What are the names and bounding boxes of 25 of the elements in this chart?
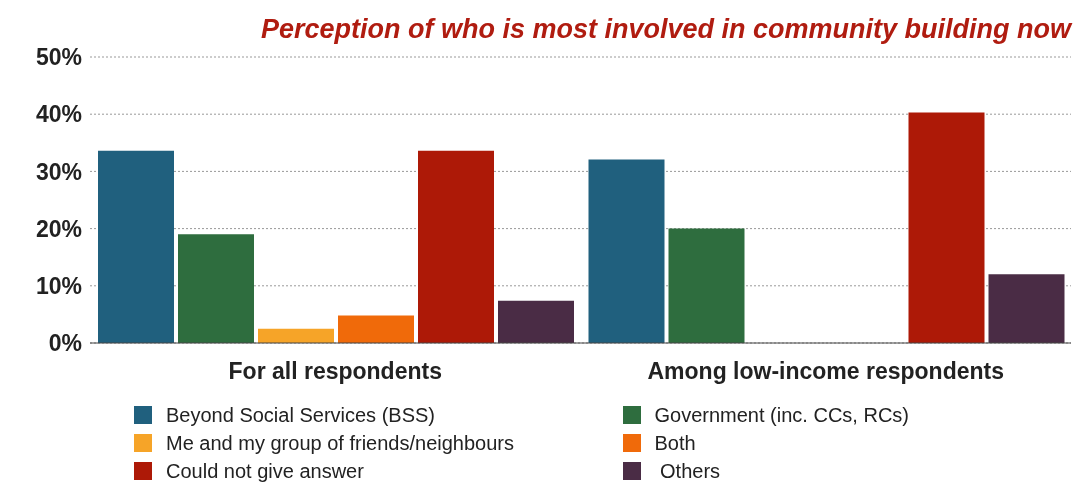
x-tick-label: Among low-income respondents [647,358,1005,385]
bar [418,150,494,343]
y-tick-label: 40% [35,101,82,128]
bar [498,300,574,343]
bar [258,328,334,343]
y-tick-label: 30% [35,158,82,185]
legend-label: Could not give answer [166,459,364,483]
bar [588,159,665,343]
bar [668,228,745,343]
bar [98,150,174,343]
y-tick-label: 0% [48,330,82,357]
bar [178,234,254,343]
legend-label: Beyond Social Services (BSS) [166,403,436,427]
y-tick-label: 50% [35,44,82,71]
legend-label: Both [654,431,696,455]
chart-title: Perception of who is most involved in community building now [259,14,1071,45]
legend-label: Me and my group of friends/neighbours [166,431,514,455]
bar [908,112,985,343]
bar [988,274,1065,343]
y-tick-label: 20% [35,215,82,242]
legend-label: Others [659,459,721,483]
y-tick-label: 10% [35,272,82,299]
x-tick-label: For all respondents [228,358,442,385]
bar [338,315,414,343]
legend-label: Government (inc. CCs, RCs) [654,403,909,427]
